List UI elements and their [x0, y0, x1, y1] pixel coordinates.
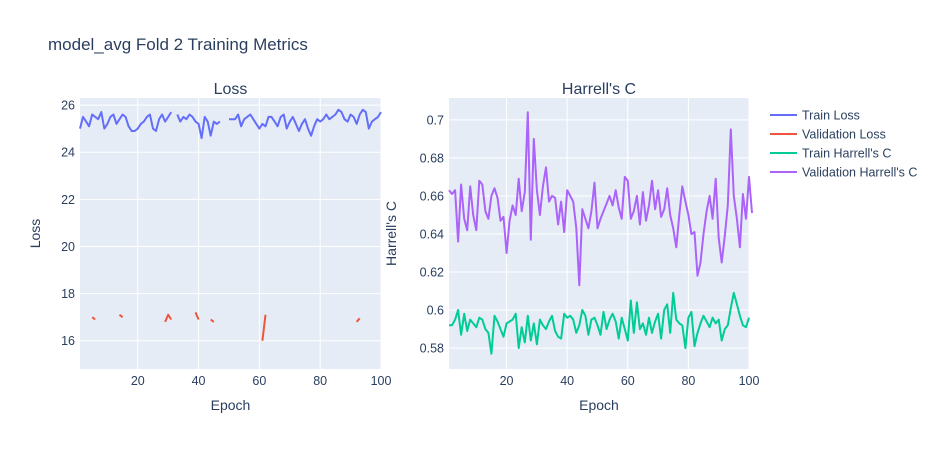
loss-x-tick-label: 60 [252, 374, 266, 388]
loss-gridlines [80, 98, 382, 369]
loss-x-tick-label: 40 [192, 374, 206, 388]
loss-x-axis-label: Epoch [211, 397, 251, 413]
legend-item-train-loss[interactable]: Train Loss [770, 109, 860, 123]
harrells-c-y-tick-label: 0.6 [427, 304, 444, 318]
harrells-c-panel: 20 40 60 80 100 0.58 0.6 0.62 0.64 0.66 0.68 0.7 Ha… [383, 81, 759, 413]
legend-label-train-harrells-c: Train Harrell's C [802, 147, 891, 161]
harrells-c-y-tick-label: 0.64 [420, 227, 444, 241]
harrells-c-x-tick-label: 100 [739, 374, 760, 388]
harrells-c-series [448, 111, 753, 355]
legend-item-validation-loss[interactable]: Validation Loss [770, 128, 886, 142]
loss-y-tick-label: 20 [61, 240, 75, 254]
harrells-c-x-tick-label: 40 [560, 374, 574, 388]
legend-label-validation-harrells-c: Validation Harrell's C [802, 166, 917, 180]
harrells-c-x-axis-label: Epoch [579, 397, 619, 413]
loss-panel: 20 40 60 80 100 16 18 20 22 24 26 Loss Epoch Loss [27, 81, 391, 413]
harrells-c-y-tick-label: 0.62 [420, 266, 444, 280]
harrells-c-y-tick-label: 0.68 [420, 151, 444, 165]
harrells-c-gridlines [449, 98, 750, 369]
harrells-c-subplot-title: Harrell's C [562, 81, 636, 98]
loss-series [79, 108, 382, 341]
legend-label-train-loss: Train Loss [802, 109, 860, 123]
series-line-train-harrell-s-c [449, 291, 750, 355]
loss-y-tick-label: 16 [61, 334, 75, 348]
loss-x-tick-label: 20 [131, 374, 145, 388]
series-line-validation-loss [91, 311, 361, 341]
series-line-train-loss [79, 108, 382, 140]
legend-item-train-harrells-c[interactable]: Train Harrell's C [770, 147, 891, 161]
legend: Train Loss Validation Loss Train Harrell… [770, 109, 917, 180]
loss-y-tick-label: 22 [61, 193, 75, 207]
harrells-c-y-tick-label: 0.7 [427, 113, 444, 127]
loss-plot-area [80, 98, 381, 369]
harrells-c-y-tick-label: 0.58 [420, 342, 444, 356]
loss-x-tick-label: 100 [371, 374, 392, 388]
loss-y-axis-label: Loss [27, 219, 43, 249]
harrells-c-tick-labels: 20 40 60 80 100 0.58 0.6 0.62 0.64 0.66 0.68 0.7 [420, 113, 760, 388]
harrells-c-x-tick-label: 20 [500, 374, 514, 388]
legend-item-validation-harrells-c[interactable]: Validation Harrell's C [770, 166, 917, 180]
figure-title: model_avg Fold 2 Training Metrics [48, 35, 308, 54]
loss-y-tick-label: 24 [61, 146, 75, 160]
loss-tick-labels: 20 40 60 80 100 16 18 20 22 24 26 [61, 99, 391, 388]
legend-label-validation-loss: Validation Loss [802, 128, 886, 142]
loss-x-tick-label: 80 [313, 374, 327, 388]
harrells-c-y-axis-label: Harrell's C [383, 201, 399, 266]
loss-y-tick-label: 18 [61, 287, 75, 301]
harrells-c-x-tick-label: 60 [621, 374, 635, 388]
series-line-validation-harrell-s-c [448, 111, 753, 287]
harrells-c-x-tick-label: 80 [681, 374, 695, 388]
loss-y-tick-label: 26 [61, 99, 75, 113]
loss-subplot-title: Loss [214, 81, 248, 98]
harrells-c-y-tick-label: 0.66 [420, 189, 444, 203]
